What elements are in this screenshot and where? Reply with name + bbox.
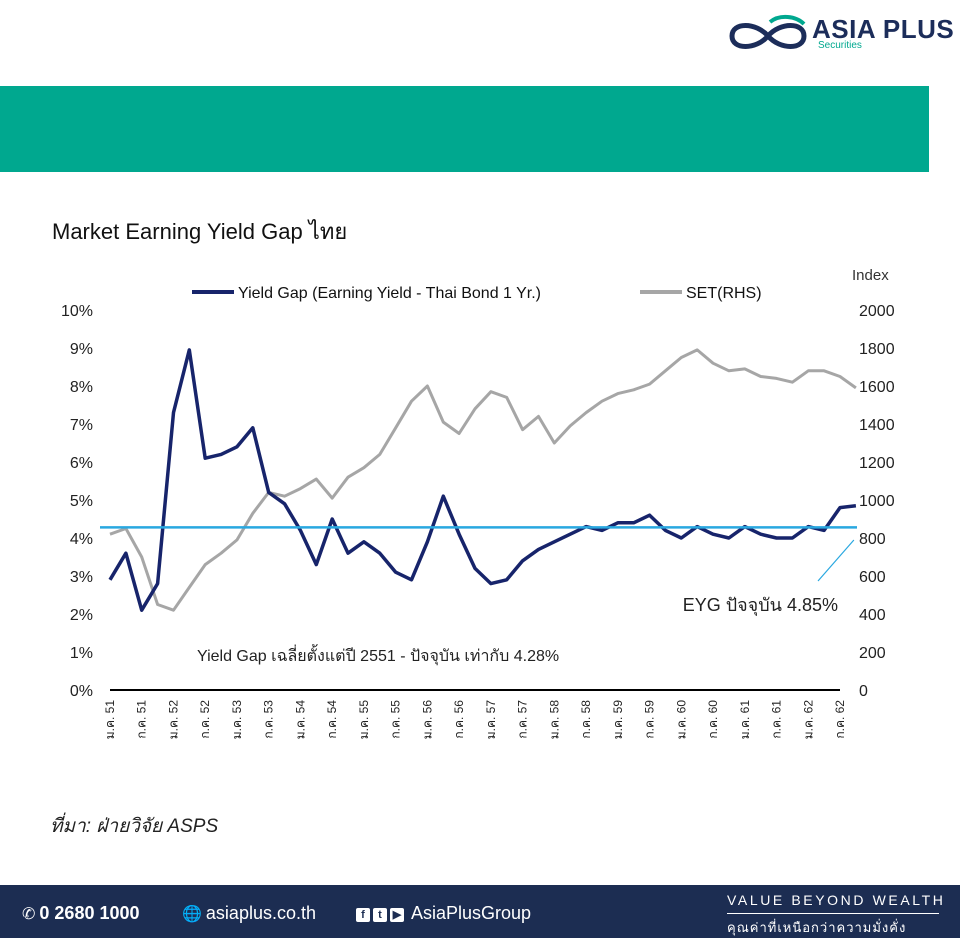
brand-name: ASIA PLUS	[812, 14, 955, 44]
y-left-tick-label: 1%	[70, 645, 93, 662]
x-tick-label: ม.ค. 58	[547, 700, 561, 740]
tagline: VALUE BEYOND WEALTH	[727, 892, 946, 908]
yield-gap-chart: 0% 1% 2% 3% 4% 5% 6% 7% 8% 9% 10% 0 200 400 600 800 1000…	[61, 267, 895, 740]
asia-plus-logo: ASIA PLUS Securities	[726, 12, 954, 52]
footer-social[interactable]: f t ▶ AsiaPlusGroup	[356, 903, 531, 924]
footer-website[interactable]: 🌐 asiaplus.co.th	[182, 903, 316, 924]
x-tick-label: ม.ค. 53	[230, 700, 244, 740]
social-handle: AsiaPlusGroup	[411, 903, 532, 923]
y-right-tick-label: 400	[859, 607, 886, 624]
y-left-tick-label: 10%	[61, 303, 93, 320]
x-tick-label: ก.ค. 61	[770, 700, 784, 739]
y-right-tick-label: 600	[859, 569, 886, 586]
x-tick-label: ม.ค. 56	[420, 700, 434, 740]
facebook-icon[interactable]: f	[356, 908, 370, 922]
website-link: asiaplus.co.th	[205, 903, 316, 923]
x-tick-label: ม.ค. 51	[103, 700, 117, 740]
current-eyg-annotation: EYG ปัจจุบัน 4.85%	[683, 595, 838, 616]
x-tick-label: ม.ค. 62	[801, 700, 815, 740]
footer-phone[interactable]: ✆ 0 2680 1000	[22, 903, 140, 924]
youtube-icon[interactable]: ▶	[390, 908, 404, 922]
x-tick-label: ก.ค. 62	[833, 700, 847, 739]
y-right-tick-label: 1600	[859, 379, 895, 396]
infinity-logo-icon	[729, 15, 807, 49]
x-tick-label: ก.ค. 53	[262, 700, 276, 739]
y-right-tick-label: 1000	[859, 493, 895, 510]
annotation-leader-line	[817, 539, 855, 582]
y-right-tick-label: 1200	[859, 455, 895, 472]
y-right-tick-label: 200	[859, 645, 886, 662]
legend-label-yield-gap: Yield Gap (Earning Yield - Thai Bond 1 Y…	[238, 285, 541, 302]
y-right-tick-label: 1400	[859, 417, 895, 434]
y-left-tick-label: 3%	[70, 569, 93, 586]
tagline-thai: คุณค่าที่เหนือกว่าความมั่งคั่ง	[727, 920, 907, 935]
x-tick-label: ก.ค. 51	[135, 700, 149, 739]
y-right-tick-label: 0	[859, 683, 868, 700]
y-right-tick-label: 800	[859, 531, 886, 548]
y-left-tick-label: 2%	[70, 607, 93, 624]
x-tick-label: ก.ค. 54	[325, 700, 339, 739]
average-annotation: Yield Gap เฉลี่ยตั้งแต่ปี 2551 - ปัจจุบั…	[197, 644, 559, 666]
globe-icon: 🌐	[182, 906, 202, 923]
x-tick-label: ม.ค. 60	[674, 700, 688, 740]
phone-icon: ✆	[22, 906, 36, 923]
y-left-tick-label: 6%	[70, 455, 93, 472]
header-banner	[0, 86, 929, 172]
x-tick-label: ม.ค. 61	[738, 700, 752, 740]
x-tick-label: ม.ค. 54	[293, 700, 307, 740]
y-left-tick-label: 4%	[70, 531, 93, 548]
y-left-tick-label: 8%	[70, 379, 93, 396]
y-right-tick-label: 2000	[859, 303, 895, 320]
x-tick-label: ก.ค. 59	[643, 700, 657, 739]
x-tick-label: ก.ค. 52	[198, 700, 212, 739]
y-right-tick-label: 1800	[859, 341, 895, 358]
y-left-tick-label: 5%	[70, 493, 93, 510]
chart-title: Market Earning Yield Gap ไทย	[52, 219, 348, 244]
y-left-tick-label: 9%	[70, 341, 93, 358]
x-tick-label: ม.ค. 52	[166, 700, 180, 740]
footer: ✆ 0 2680 1000 🌐 asiaplus.co.th f t ▶ AsiaPlus…	[0, 885, 960, 938]
x-tick-label: ก.ค. 57	[516, 700, 530, 739]
x-tick-label: ก.ค. 56	[452, 700, 466, 739]
x-tick-label: ม.ค. 55	[357, 700, 371, 740]
twitter-icon[interactable]: t	[373, 908, 387, 922]
x-tick-label: ก.ค. 58	[579, 700, 593, 739]
tagline-divider	[727, 913, 939, 914]
yield-gap-series-line	[108, 348, 857, 612]
brand-sub: Securities	[818, 40, 862, 51]
legend-label-set: SET(RHS)	[686, 285, 762, 302]
x-tick-label: ม.ค. 59	[611, 700, 625, 740]
source-note: ที่มา: ฝ่ายวิจัย ASPS	[50, 816, 219, 837]
x-tick-label: ก.ค. 55	[389, 700, 403, 739]
x-tick-label: ม.ค. 57	[484, 700, 498, 740]
set-series-line	[109, 348, 857, 612]
y-left-tick-label: 0%	[70, 683, 93, 700]
y-left-tick-label: 7%	[70, 417, 93, 434]
phone-number: 0 2680 1000	[39, 903, 140, 923]
y-right-axis-title: Index	[852, 267, 889, 284]
x-tick-label: ก.ค. 60	[706, 700, 720, 739]
